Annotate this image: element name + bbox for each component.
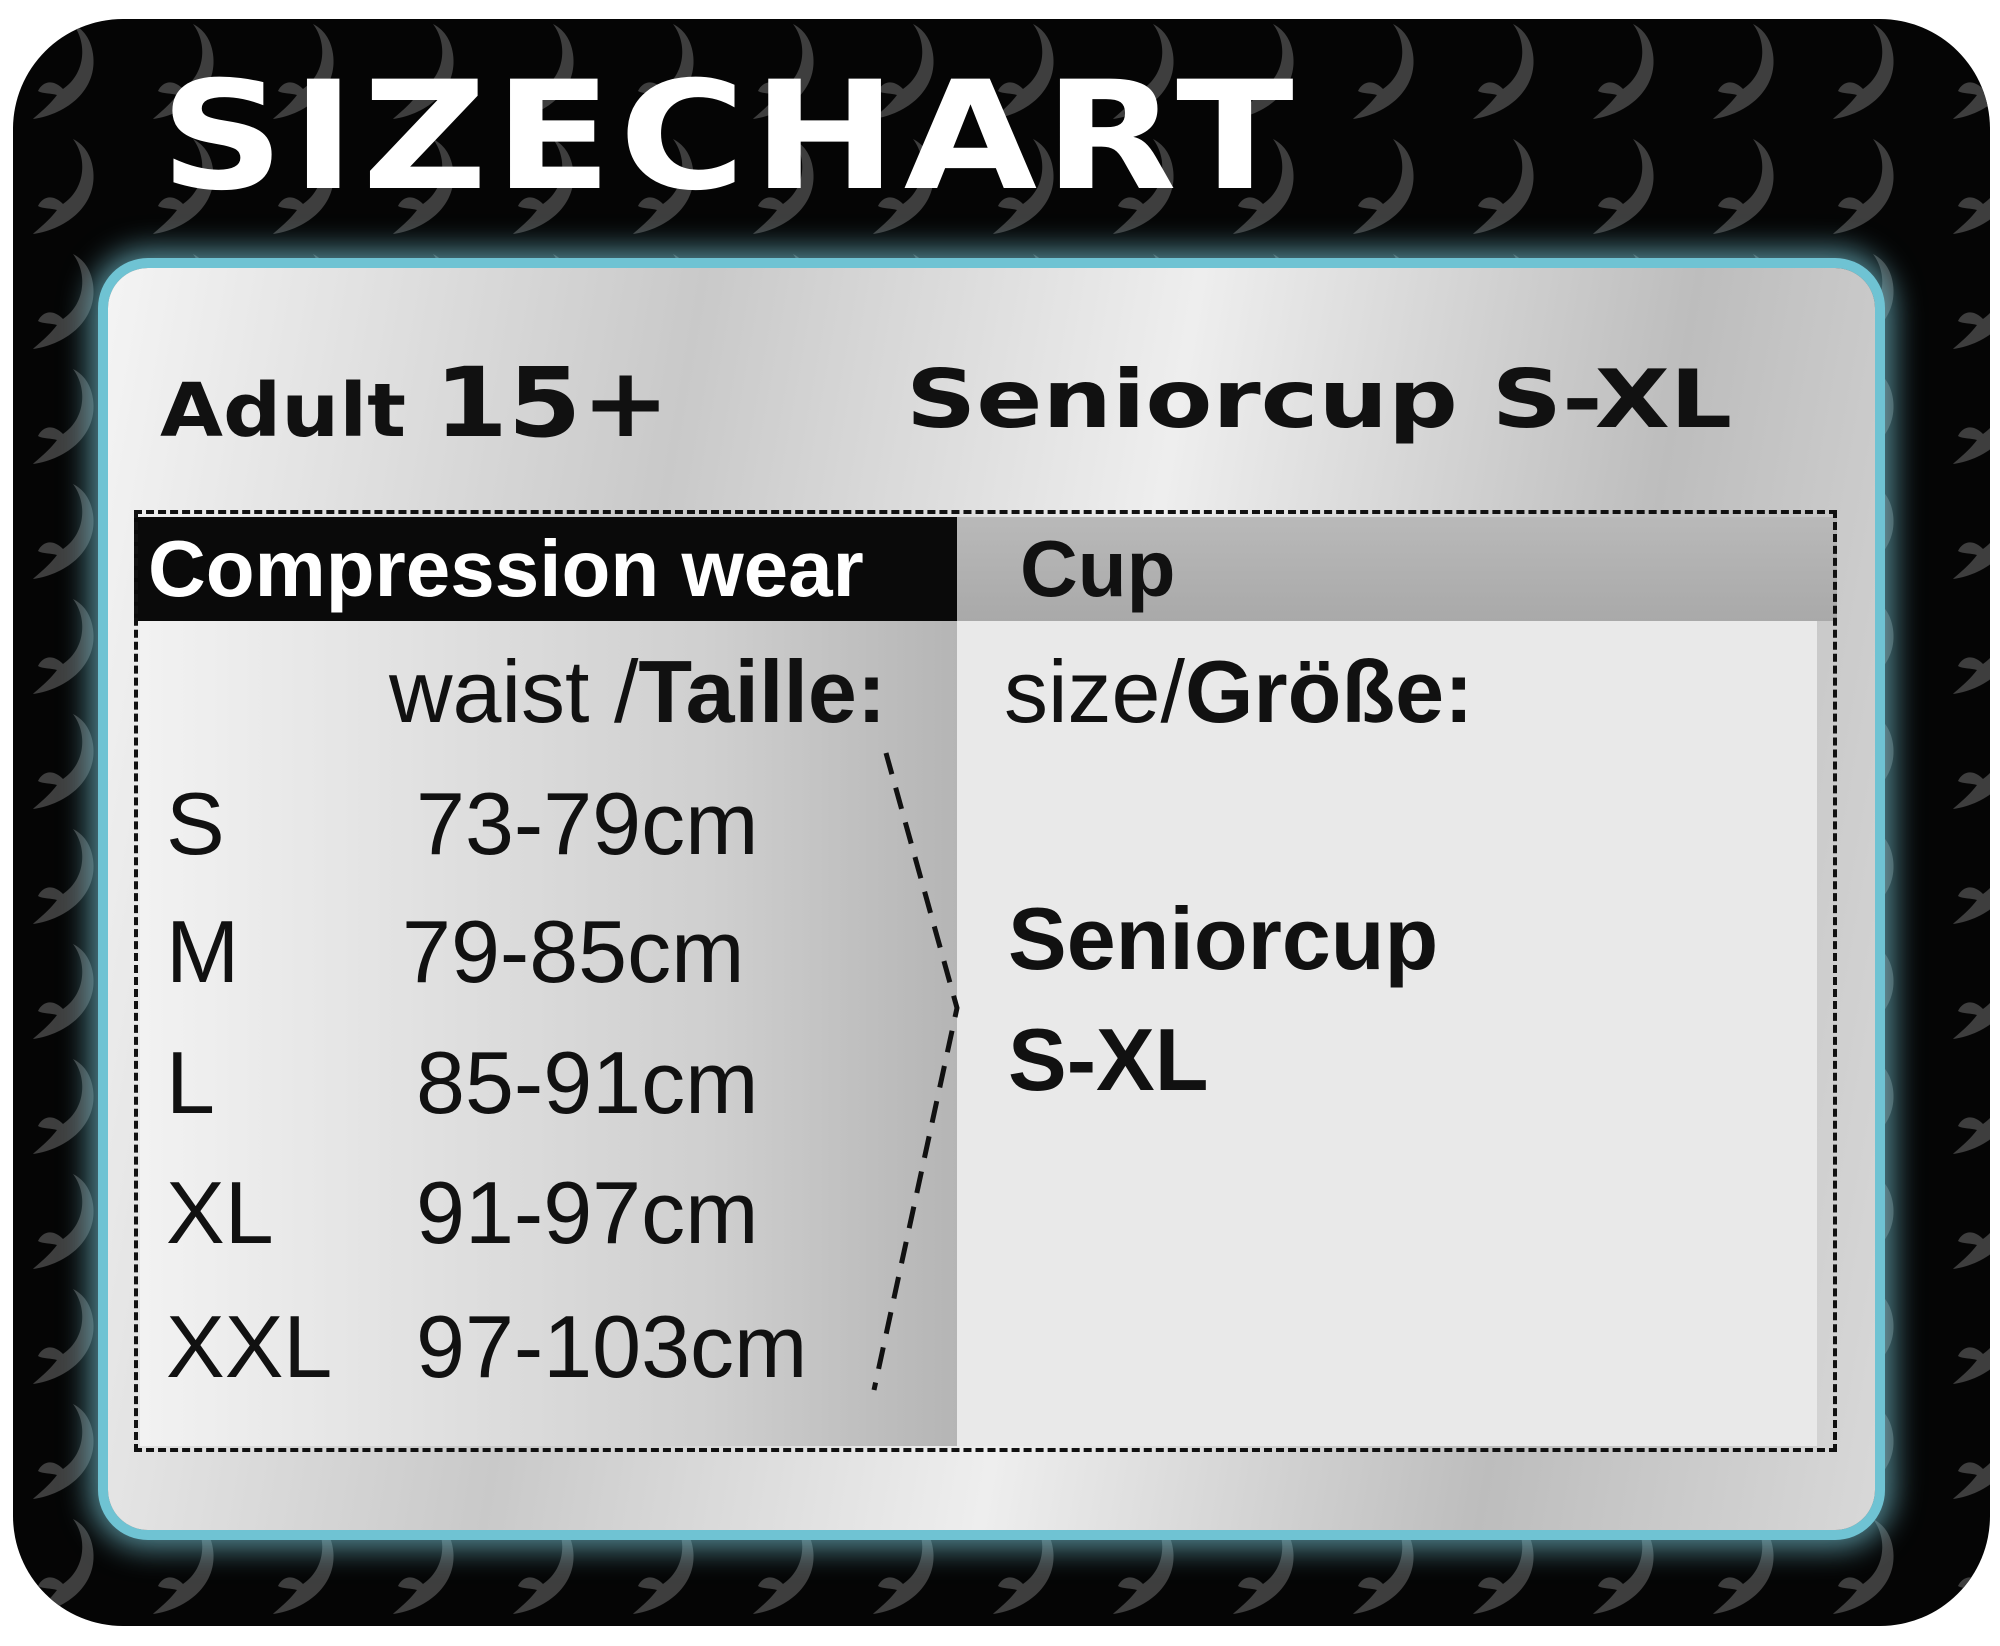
size-label-en: size/	[1004, 642, 1185, 741]
waist-label-de: Taille:	[638, 642, 887, 741]
size-cell: S	[166, 774, 225, 873]
size-cell: XXL	[166, 1297, 333, 1396]
cup-size-line2: S-XL	[1008, 1010, 1209, 1109]
waist-cell: 91-97cm	[416, 1163, 759, 1262]
waist-cell: 73-79cm	[416, 774, 759, 873]
compression-header-label: Compression wear	[148, 524, 864, 613]
compression-header: Compression wear	[134, 517, 957, 621]
size-cell: M	[166, 902, 240, 1001]
table-row: XL 91-97cm	[166, 1169, 866, 1269]
table-row: S 73-79cm	[166, 780, 866, 880]
age-group-heading: Adult 15+	[160, 355, 670, 451]
waist-label: waist /Taille:	[389, 648, 886, 736]
size-cell: L	[166, 1033, 215, 1132]
table-row: XXL 97-103cm	[166, 1303, 866, 1403]
waist-cell: 79-85cm	[402, 902, 745, 1001]
age-label: 15+	[434, 347, 670, 459]
compression-column	[140, 621, 957, 1446]
page-title: SIZECHART	[160, 50, 1301, 224]
table-row: L 85-91cm	[166, 1039, 866, 1139]
adult-label: Adult	[160, 368, 407, 454]
table-row: M 79-85cm	[166, 908, 866, 1008]
waist-cell: 97-103cm	[416, 1297, 808, 1396]
cup-header: Cup	[957, 517, 1837, 621]
product-heading: Seniorcup S-XL	[906, 353, 1733, 446]
dashed-table-border	[134, 510, 1837, 1452]
cup-header-label: Cup	[1020, 524, 1176, 613]
size-label-de: Größe:	[1184, 642, 1474, 741]
cup-size-line1: Seniorcup	[1008, 889, 1439, 988]
waist-label-en: waist /	[389, 642, 639, 741]
waist-cell: 85-91cm	[416, 1033, 759, 1132]
size-label: size/Größe:	[1004, 648, 1473, 736]
cup-column	[957, 621, 1817, 1446]
size-cell: XL	[166, 1163, 274, 1262]
